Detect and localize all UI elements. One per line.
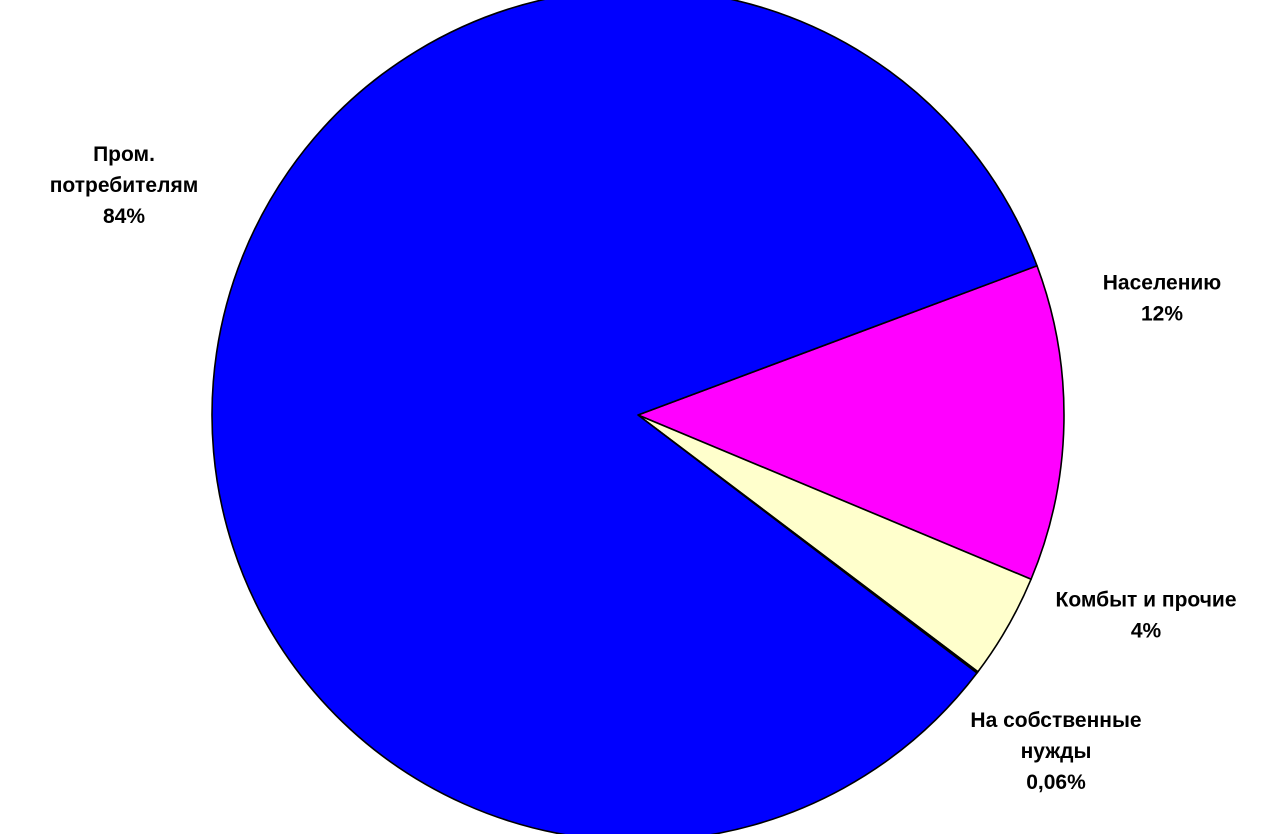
pie-slices (211, 0, 1065, 834)
pie-label-line: 4% (1131, 620, 1162, 643)
pie-label-line: 12% (1141, 303, 1183, 326)
pie-label-line: 0,06% (1026, 771, 1086, 794)
pie-label-line: нужды (1021, 740, 1092, 763)
pie-slice-1 (637, 265, 1065, 581)
pie-label-line: На собственные (970, 709, 1141, 732)
pie-label-3: На собственные нужды 0,06% (970, 709, 1141, 794)
pie-label-line: Комбыт и прочие (1056, 589, 1237, 612)
pie-label-1: Населению 12% (1103, 272, 1222, 326)
pie-label-line: потребителям (50, 174, 198, 197)
pie-labels: Населению 12% Комбыт и прочие 4% На собствен… (50, 143, 1237, 794)
pie-slice-4 (211, 0, 1038, 834)
pie-label-line: Пром. (93, 143, 155, 166)
pie-label-line: Населению (1103, 272, 1222, 295)
pie-label-2: Комбыт и прочие 4% (1056, 589, 1237, 643)
pie-label-line: 84% (103, 205, 145, 228)
pie-label-4: Пром. потребителям 84% (50, 143, 198, 228)
